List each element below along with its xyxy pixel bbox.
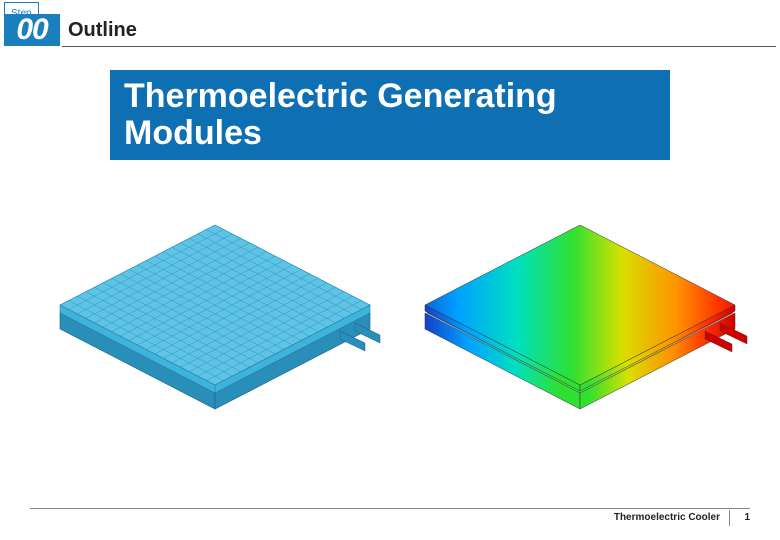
footer-rule xyxy=(30,508,750,509)
slide: Step 00 Outline Thermoelectric Generatin… xyxy=(0,0,780,540)
step-number: 00 xyxy=(16,15,47,45)
header-title: Outline xyxy=(68,19,137,42)
footer-divider xyxy=(729,510,730,526)
thermal-gradient-diagram xyxy=(405,195,755,445)
footer: Thermoelectric Cooler 1 xyxy=(0,508,780,530)
page-number: 1 xyxy=(744,512,750,523)
wireframe-module-diagram xyxy=(40,195,390,445)
header-rule xyxy=(62,46,776,47)
title-banner: Thermoelectric Generating Modules xyxy=(110,70,670,160)
footer-text: Thermoelectric Cooler xyxy=(614,512,720,523)
title-text: Thermoelectric Generating Modules xyxy=(124,78,656,153)
step-number-box: 00 xyxy=(4,14,60,46)
header-title-wrap: Outline xyxy=(68,14,776,46)
